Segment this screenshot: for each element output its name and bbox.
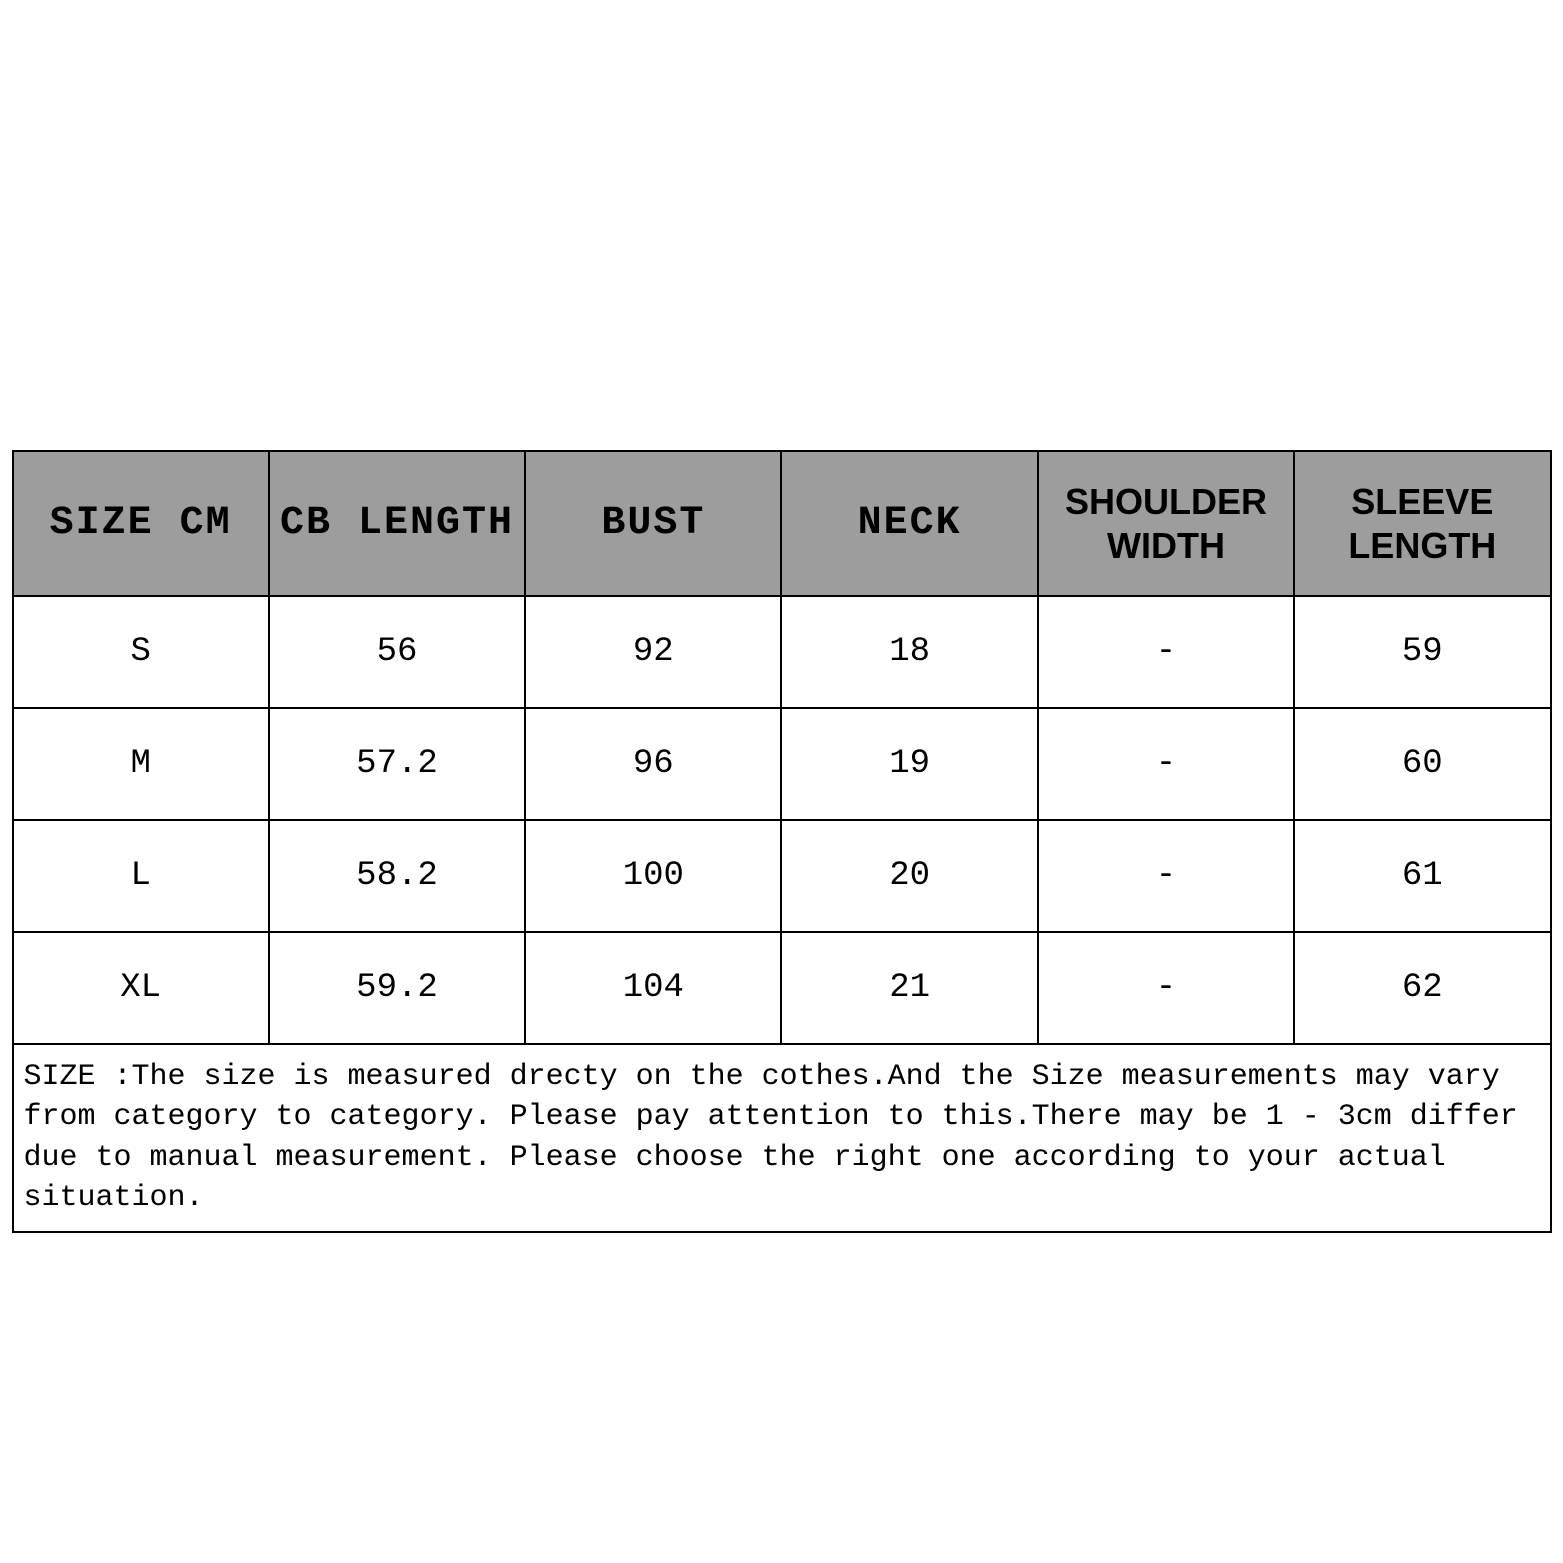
cell-cb-length: 57.2 [269,708,525,820]
col-cb-length: CB LENGTH [269,451,525,595]
cell-bust: 92 [525,596,781,708]
table-row: S 56 92 18 - 59 [13,596,1551,708]
header-row: SIZE CM CB LENGTH BUST NECK SHOULDER WID… [13,451,1551,595]
cell-neck: 19 [781,708,1037,820]
cell-bust: 100 [525,820,781,932]
cell-bust: 96 [525,708,781,820]
cell-neck: 21 [781,932,1037,1044]
cell-cb-length: 58.2 [269,820,525,932]
cell-cb-length: 59.2 [269,932,525,1044]
cell-size: L [13,820,269,932]
size-note: SIZE :The size is measured drecty on the… [13,1044,1551,1232]
size-chart-container: SIZE CM CB LENGTH BUST NECK SHOULDER WID… [12,450,1552,1232]
col-size: SIZE CM [13,451,269,595]
cell-size: S [13,596,269,708]
table-row: L 58.2 100 20 - 61 [13,820,1551,932]
cell-shoulder-width: - [1038,708,1294,820]
col-sleeve-length: SLEEVE LENGTH [1294,451,1550,595]
col-neck: NECK [781,451,1037,595]
cell-sleeve-length: 62 [1294,932,1550,1044]
cell-cb-length: 56 [269,596,525,708]
cell-shoulder-width: - [1038,932,1294,1044]
cell-shoulder-width: - [1038,596,1294,708]
cell-bust: 104 [525,932,781,1044]
cell-size: XL [13,932,269,1044]
col-shoulder-width: SHOULDER WIDTH [1038,451,1294,595]
cell-neck: 18 [781,596,1037,708]
size-chart-table: SIZE CM CB LENGTH BUST NECK SHOULDER WID… [12,450,1552,1232]
table-row: M 57.2 96 19 - 60 [13,708,1551,820]
cell-shoulder-width: - [1038,820,1294,932]
cell-size: M [13,708,269,820]
note-row: SIZE :The size is measured drecty on the… [13,1044,1551,1232]
cell-sleeve-length: 60 [1294,708,1550,820]
cell-sleeve-length: 61 [1294,820,1550,932]
table-row: XL 59.2 104 21 - 62 [13,932,1551,1044]
cell-neck: 20 [781,820,1037,932]
cell-sleeve-length: 59 [1294,596,1550,708]
col-bust: BUST [525,451,781,595]
